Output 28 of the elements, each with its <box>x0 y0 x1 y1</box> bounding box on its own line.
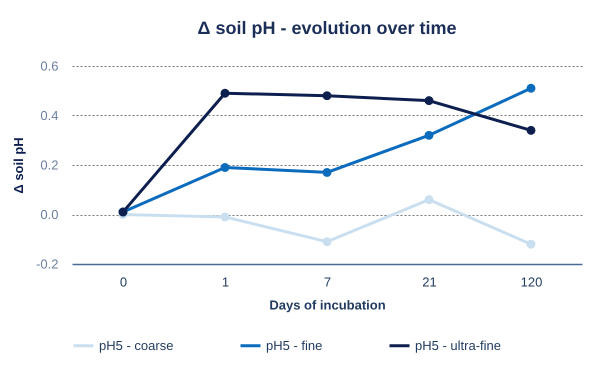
legend-label: pH5 - fine <box>266 338 322 353</box>
y-tick-label: 0.2 <box>40 158 58 172</box>
point <box>526 240 536 249</box>
point <box>424 130 434 140</box>
x-tick-label: 0 <box>120 274 128 290</box>
x-tick-label: 7 <box>324 274 332 290</box>
y-tick-label: 0.4 <box>40 108 58 123</box>
point <box>322 237 332 246</box>
x-tick-label: 21 <box>422 274 437 290</box>
point <box>220 88 230 98</box>
chart-title: Δ soil pH - evolution over time <box>198 18 456 38</box>
x-tick-label: 120 <box>520 274 542 290</box>
point <box>526 84 536 93</box>
legend-label: pH5 - ultra-fine <box>415 338 501 353</box>
point <box>322 91 332 100</box>
point <box>220 212 230 222</box>
point <box>424 96 434 106</box>
point <box>424 195 434 204</box>
y-axis-title: Δ soil pH <box>11 137 26 194</box>
point <box>322 168 332 177</box>
point <box>220 163 230 172</box>
y-tick-label: -0.2 <box>36 256 58 272</box>
legend-label: pH5 - coarse <box>99 338 174 353</box>
point <box>526 126 536 135</box>
y-tick-label: 0.0 <box>40 207 58 222</box>
x-tick-label: 1 <box>222 274 230 290</box>
y-tick-label: 0.6 <box>40 58 58 74</box>
x-axis-title: Days of incubation <box>269 298 386 312</box>
